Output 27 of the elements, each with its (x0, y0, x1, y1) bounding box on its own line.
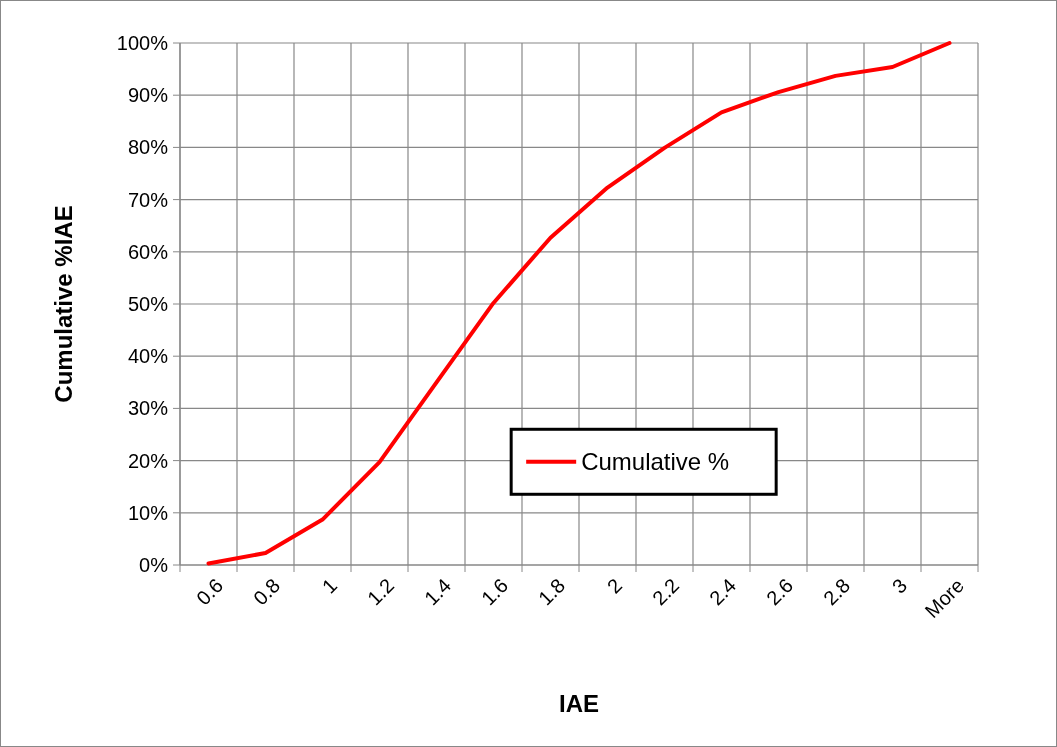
y-axis-title: Cumulative %IAE (50, 205, 77, 403)
x-tick-label: 1.6 (477, 574, 513, 610)
y-tick-label: 0% (139, 554, 169, 576)
x-tick-label: 2 (602, 574, 627, 598)
x-tick-label: 1.2 (363, 574, 399, 610)
x-tick-label: 1 (317, 574, 342, 598)
x-tick-label: 1.8 (534, 574, 570, 610)
x-tick-label: 3 (887, 574, 912, 598)
x-tick-label: 2.8 (819, 574, 855, 610)
x-tick-label: 0.6 (192, 574, 228, 610)
y-tick-label: 10% (127, 501, 169, 524)
y-tick-label: 100% (116, 32, 169, 54)
y-tick-label: 40% (127, 345, 169, 368)
x-tick-label: 1.4 (420, 574, 456, 610)
y-tick-label: 30% (127, 397, 169, 420)
y-tick-label: 50% (127, 293, 169, 315)
x-tick-label: 0.8 (249, 574, 285, 610)
y-tick-label: 80% (127, 136, 169, 159)
x-tick-label: 2.2 (648, 574, 684, 610)
x-axis-title: IAE (558, 690, 600, 717)
y-tick-label: 20% (127, 449, 169, 472)
x-tick-label: 2.6 (762, 574, 798, 610)
y-tick-label: 60% (127, 240, 169, 263)
legend-label: Cumulative % (581, 448, 730, 476)
y-tick-label: 90% (127, 84, 169, 107)
x-tick-label: 2.4 (705, 574, 741, 610)
y-tick-label: 70% (127, 188, 169, 211)
